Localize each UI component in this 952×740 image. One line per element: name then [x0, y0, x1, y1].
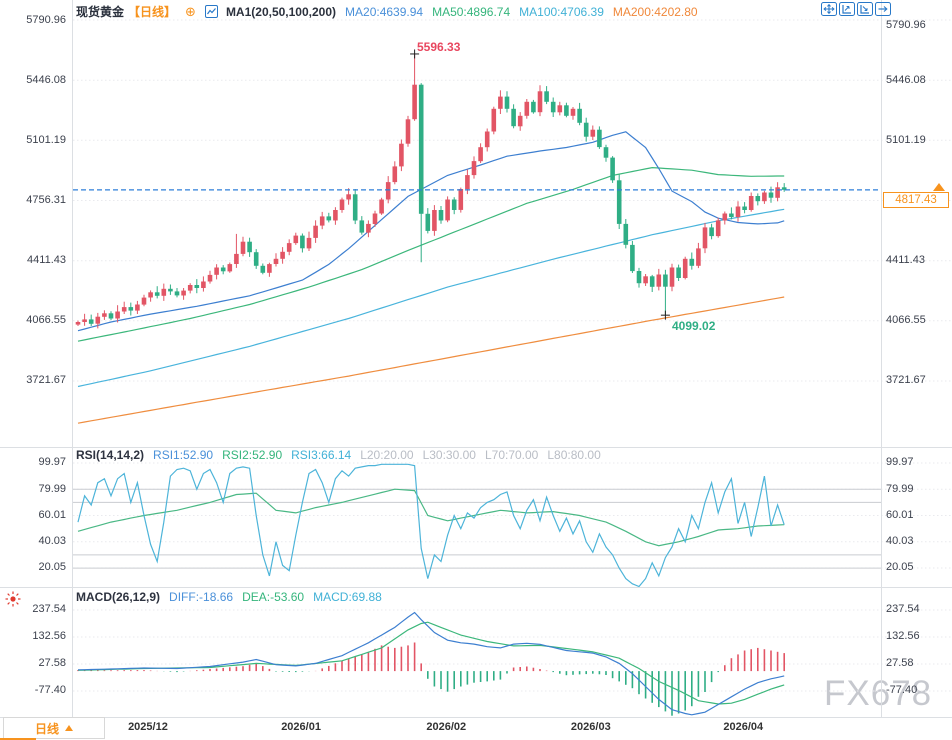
- price-tick: 5101.19: [886, 134, 926, 146]
- price-tick: 5790.96: [886, 19, 926, 31]
- price-tick: 3721.67: [886, 374, 926, 386]
- zoom-x-axis-icon[interactable]: [839, 2, 855, 16]
- rsi-tick: 79.99: [38, 483, 66, 495]
- price-tick: 5446.08: [26, 74, 66, 86]
- macd-tick: 27.58: [38, 657, 66, 669]
- macd-tick: 132.56: [32, 630, 66, 642]
- ma-group-label: MA1(20,50,100,200): [225, 4, 337, 19]
- current-price-tag: 4817.43: [883, 192, 949, 208]
- rsi-tick: 40.03: [886, 535, 914, 547]
- rsi-tick: 20.05: [38, 561, 66, 573]
- low-annotation: 4099.02: [672, 319, 716, 333]
- period-selector-button[interactable]: 日线: [3, 717, 105, 739]
- ma20-value: MA20:4639.94: [345, 4, 424, 19]
- chart-type-icon[interactable]: [204, 4, 221, 19]
- rsi-name: RSI(14,14,2): [76, 448, 145, 462]
- price-tick: 5446.08: [886, 74, 926, 86]
- price-tick: 4411.43: [886, 254, 925, 266]
- price-tick: 3721.67: [26, 374, 66, 386]
- ma50-value: MA50:4896.74: [432, 4, 511, 19]
- zoom-y-axis-icon[interactable]: [857, 2, 873, 16]
- rsi-tick: 40.03: [38, 535, 66, 547]
- price-up-arrow: [933, 183, 945, 191]
- rsi-l20: L20:20.00: [360, 448, 414, 462]
- rsi-tick: 99.97: [886, 456, 914, 468]
- macd-name: MACD(26,12,9): [76, 590, 161, 604]
- triangle-up-icon: [65, 725, 73, 731]
- price-tick: 4411.43: [27, 254, 66, 266]
- macd-tick: -77.40: [34, 684, 66, 696]
- rsi-tick: 20.05: [886, 561, 914, 573]
- price-tick: 5101.19: [26, 134, 66, 146]
- date-tick: 2026/01: [281, 721, 321, 733]
- rsi-l30: L30:30.00: [422, 448, 476, 462]
- macd-tick: 27.58: [886, 657, 914, 669]
- price-tick: 4066.55: [886, 314, 926, 326]
- diff-value: DIFF:-18.66: [169, 590, 234, 604]
- watermark: FX678: [824, 674, 933, 713]
- period-button-label: 日线: [34, 721, 59, 736]
- date-tick: 2026/03: [570, 721, 611, 733]
- rsi-legend: RSI(14,14,2) RSI1:52.90 RSI2:52.90 RSI3:…: [76, 448, 601, 462]
- rsi-tick: 79.99: [886, 483, 914, 495]
- high-annotation: 5596.33: [417, 40, 461, 54]
- pop-out-icon[interactable]: [875, 2, 891, 16]
- macd-tick: -77.40: [886, 684, 918, 696]
- scrollbar-thumb[interactable]: [0, 738, 36, 740]
- rsi-l80: L80:80.00: [547, 448, 601, 462]
- period-label: 【日线】: [128, 5, 177, 19]
- rsi-tick: 60.01: [38, 509, 66, 521]
- instrument-title: 现货黄金: [76, 5, 125, 19]
- rsi2-value: RSI2:52.90: [222, 448, 283, 462]
- main-chart-legend: 现货黄金 【日线】 ⊕ MA1(20,50,100,200) MA20:4639…: [76, 3, 698, 20]
- macd-tick: 237.54: [886, 603, 920, 615]
- rsi-tick: 60.01: [886, 509, 914, 521]
- ma200-value: MA200:4202.80: [612, 4, 698, 19]
- date-tick: 2026/04: [723, 721, 764, 733]
- macd-tick: 237.54: [32, 603, 66, 615]
- date-tick: 2026/02: [426, 721, 467, 733]
- date-tick: 2025/12: [128, 721, 168, 733]
- rsi3-value: RSI3:66.14: [291, 448, 352, 462]
- macd-tick: 132.56: [886, 630, 920, 642]
- indicator-settings-icon[interactable]: [4, 590, 22, 608]
- dea-value: DEA:-53.60: [242, 590, 305, 604]
- chart-toolbar: [821, 2, 891, 16]
- price-tick: 4756.31: [26, 194, 66, 206]
- rsi-l70: L70:70.00: [484, 448, 539, 462]
- add-indicator-icon[interactable]: ⊕: [185, 4, 196, 19]
- rsi1-value: RSI1:52.90: [153, 448, 214, 462]
- macd-value: MACD:69.88: [313, 590, 382, 604]
- rsi-tick: 99.97: [38, 456, 66, 468]
- price-tick: 4066.55: [26, 314, 66, 326]
- ma100-value: MA100:4706.39: [519, 4, 604, 19]
- macd-legend: MACD(26,12,9) DIFF:-18.66 DEA:-53.60 MAC…: [76, 590, 382, 604]
- price-tick: 5790.96: [26, 14, 66, 26]
- pan-icon[interactable]: [821, 2, 837, 16]
